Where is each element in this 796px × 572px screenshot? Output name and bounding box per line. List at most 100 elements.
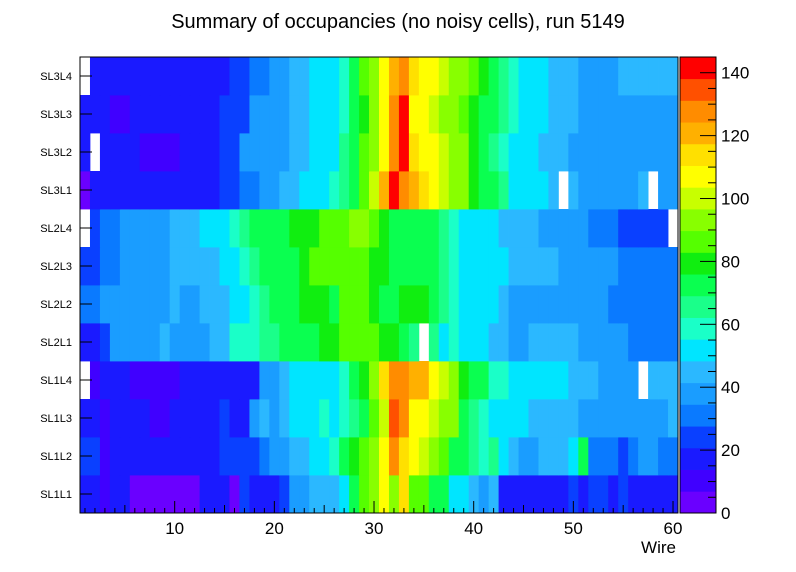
- heatmap-cell: [398, 399, 410, 438]
- heatmap-cell: [169, 323, 181, 362]
- z-tick-label: 0: [721, 504, 730, 523]
- heatmap-cell: [109, 285, 121, 324]
- heatmap-cell: [179, 361, 191, 400]
- heatmap-cell: [169, 133, 181, 172]
- palette-swatch: [680, 122, 716, 145]
- heatmap-cell: [478, 399, 490, 438]
- heatmap-cell: [598, 285, 609, 324]
- heatmap-cell: [299, 437, 310, 476]
- heatmap-cell: [299, 133, 310, 172]
- heatmap-cell: [488, 475, 499, 514]
- heatmap-cell: [119, 171, 131, 210]
- heatmap-cell: [249, 437, 260, 476]
- heatmap-cell: [598, 95, 609, 134]
- heatmap-cell: [99, 285, 111, 324]
- heatmap-cell: [418, 437, 430, 476]
- heatmap-cell: [219, 95, 230, 134]
- heatmap-cell: [428, 475, 440, 514]
- heatmap-cell: [289, 285, 300, 324]
- heatmap-cell: [269, 209, 280, 248]
- heatmap-cell: [428, 323, 440, 362]
- heatmap-cell: [408, 209, 420, 248]
- heatmap-cell: [438, 475, 450, 514]
- heatmap-cell: [359, 171, 370, 210]
- heatmap-cell: [538, 475, 549, 514]
- heatmap-cell: [89, 57, 101, 96]
- heatmap-cell: [279, 95, 290, 134]
- heatmap-cell: [488, 57, 499, 96]
- heatmap-cell: [299, 475, 310, 514]
- heatmap-cell: [578, 475, 589, 514]
- heatmap-cell: [249, 95, 260, 134]
- heatmap-cell: [299, 285, 310, 324]
- heatmap-cell: [438, 399, 450, 438]
- heatmap-cell: [329, 399, 340, 438]
- heatmap-cell: [498, 247, 509, 286]
- heatmap-cell: [408, 171, 420, 210]
- heatmap-cell: [149, 133, 161, 172]
- heatmap-cell: [139, 475, 151, 514]
- heatmap-cell: [179, 323, 191, 362]
- heatmap-cell: [99, 133, 111, 172]
- heatmap-cell: [329, 133, 340, 172]
- heatmap-cell: [239, 399, 250, 438]
- heatmap-cell: [319, 399, 330, 438]
- y-tick-label: SL3L4: [40, 71, 72, 83]
- heatmap-cell: [548, 361, 559, 400]
- heatmap-cell: [498, 437, 509, 476]
- heatmap-cell: [588, 285, 599, 324]
- palette-swatch: [680, 100, 716, 123]
- heatmap-cell: [518, 133, 529, 172]
- heatmap-cell: [359, 133, 370, 172]
- heatmap-cell: [668, 247, 679, 286]
- heatmap-cell: [428, 285, 440, 324]
- heatmap-cell: [468, 285, 480, 324]
- heatmap-cell: [548, 95, 559, 134]
- heatmap-cell: [369, 133, 380, 172]
- heatmap-cell: [498, 57, 509, 96]
- heatmap-cell: [428, 57, 440, 96]
- heatmap-cell: [159, 437, 171, 476]
- heatmap-cell: [438, 57, 450, 96]
- heatmap-cell: [159, 399, 171, 438]
- heatmap-cell: [109, 209, 121, 248]
- heatmap-cell: [568, 171, 579, 210]
- palette-swatch: [680, 143, 716, 166]
- heatmap-cell: [189, 209, 200, 248]
- heatmap-cell: [349, 95, 360, 134]
- heatmap-cell: [538, 361, 549, 400]
- heatmap-cell: [189, 475, 200, 514]
- heatmap-cell: [119, 361, 131, 400]
- heatmap-cell: [458, 285, 470, 324]
- heatmap-cell: [329, 323, 340, 362]
- heatmap-cell: [159, 133, 171, 172]
- heatmap-cell: [339, 361, 350, 400]
- heatmap-cell: [359, 475, 370, 514]
- heatmap-cell: [438, 209, 450, 248]
- heatmap-cell: [229, 475, 240, 514]
- heatmap-cell: [219, 57, 230, 96]
- heatmap-cell: [398, 475, 410, 514]
- heatmap-cell: [508, 437, 519, 476]
- heatmap-cell: [179, 133, 191, 172]
- heatmap-cell: [518, 209, 529, 248]
- heatmap-cell: [418, 247, 430, 286]
- heatmap-cell: [289, 361, 300, 400]
- heatmap-cell: [518, 437, 529, 476]
- heatmap-cell: [329, 57, 340, 96]
- heatmap-cell: [169, 437, 181, 476]
- palette-swatch: [680, 447, 716, 470]
- heatmap-cell: [488, 247, 499, 286]
- heatmap-cell: [219, 475, 230, 514]
- heatmap-cell: [468, 247, 480, 286]
- heatmap-cell: [388, 475, 400, 514]
- heatmap-cell: [448, 361, 460, 400]
- heatmap-cell: [229, 133, 240, 172]
- heatmap-cell: [618, 361, 629, 400]
- heatmap-cell: [528, 209, 539, 248]
- heatmap-cell: [608, 209, 619, 248]
- heatmap-cells: [80, 57, 679, 514]
- heatmap-cell: [488, 399, 499, 438]
- heatmap-cell: [588, 171, 599, 210]
- heatmap-cell: [518, 247, 529, 286]
